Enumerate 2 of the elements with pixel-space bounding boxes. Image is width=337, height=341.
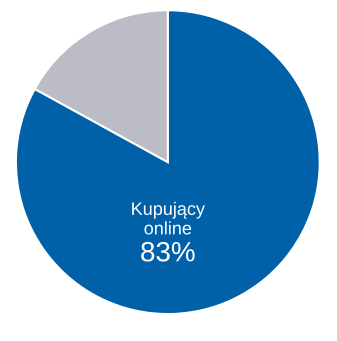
slice-label: Kupujący online (132, 202, 205, 235)
data-label: 83% (141, 242, 195, 262)
